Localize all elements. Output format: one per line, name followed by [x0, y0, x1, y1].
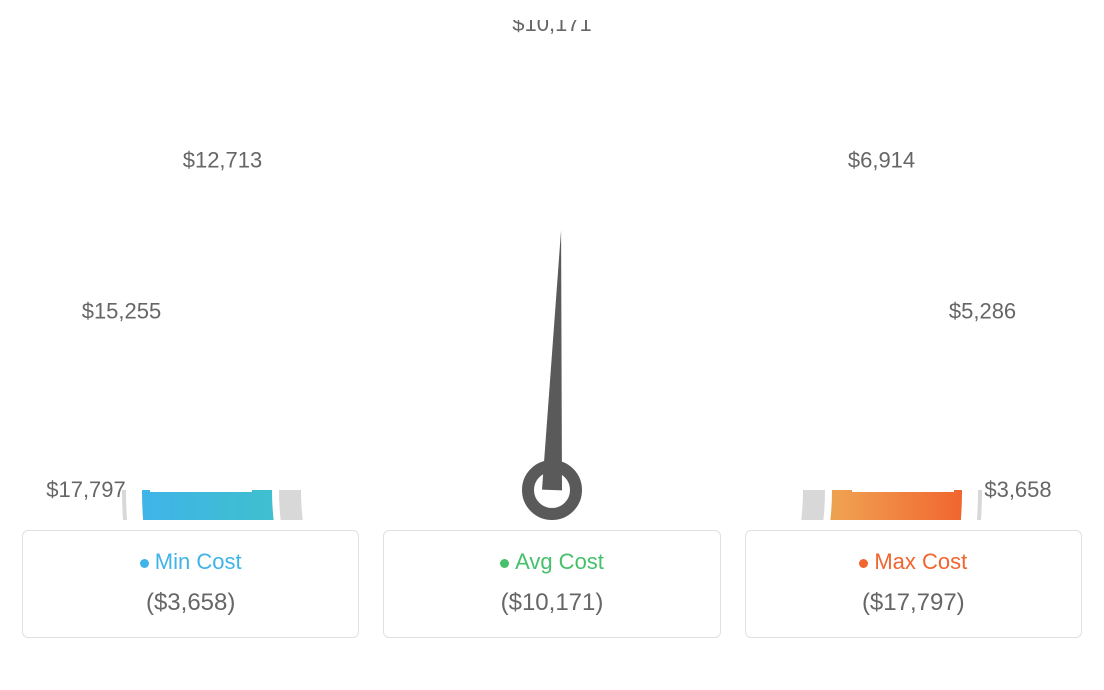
- svg-text:$3,658: $3,658: [984, 477, 1051, 502]
- svg-text:$10,171: $10,171: [512, 20, 592, 36]
- legend-card-min: Min Cost ($3,658): [22, 530, 359, 638]
- svg-text:$12,713: $12,713: [183, 147, 263, 172]
- gauge-svg: $3,658 $5,286 $6,914 $10,171 $12,713 $15,255 $…: [22, 20, 1082, 520]
- svg-text:$17,797: $17,797: [46, 477, 126, 502]
- legend-row: Min Cost ($3,658) Avg Cost ($10,171) Max…: [22, 530, 1082, 638]
- svg-text:$15,255: $15,255: [82, 299, 162, 324]
- svg-text:$5,286: $5,286: [949, 299, 1016, 324]
- legend-label: Max Cost: [874, 549, 967, 574]
- cost-gauge-chart: $3,658 $5,286 $6,914 $10,171 $12,713 $15,255 $…: [22, 20, 1082, 520]
- legend-value-max: ($17,797): [756, 589, 1071, 617]
- dot-icon: [500, 559, 509, 568]
- legend-title-min: Min Cost: [33, 549, 348, 575]
- dot-icon: [140, 559, 149, 568]
- legend-title-max: Max Cost: [756, 549, 1071, 575]
- legend-card-max: Max Cost ($17,797): [745, 530, 1082, 638]
- legend-card-avg: Avg Cost ($10,171): [383, 530, 720, 638]
- legend-value-avg: ($10,171): [394, 589, 709, 617]
- legend-title-avg: Avg Cost: [394, 549, 709, 575]
- legend-label: Avg Cost: [515, 549, 604, 574]
- svg-text:$6,914: $6,914: [848, 147, 915, 172]
- dot-icon: [859, 559, 868, 568]
- legend-value-min: ($3,658): [33, 589, 348, 617]
- legend-label: Min Cost: [155, 549, 242, 574]
